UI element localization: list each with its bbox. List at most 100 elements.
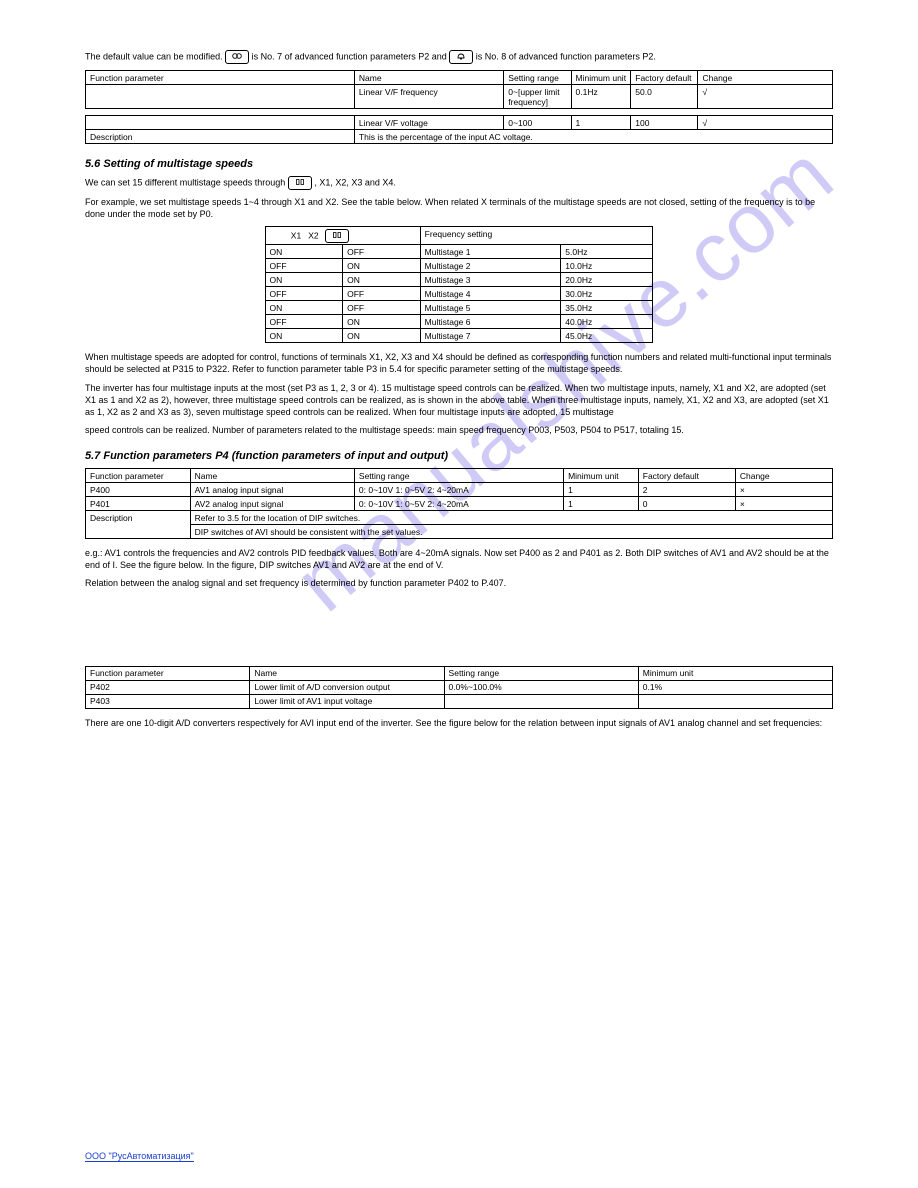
- table-header: Function parameter: [86, 71, 355, 85]
- table-row: DIP switches of AVI should be consistent…: [86, 525, 833, 539]
- table-cell: 20.0Hz: [561, 273, 653, 287]
- table-row: Description This is the percentage of th…: [86, 130, 833, 144]
- table-cell: Multistage 3: [420, 273, 561, 287]
- table-cell: 100: [631, 116, 698, 130]
- table-row: ONONMultistage 320.0Hz: [265, 273, 653, 287]
- table-header: Minimum unit: [638, 666, 832, 680]
- table-cell: 0~100: [504, 116, 571, 130]
- intro-text-a: The default value can be modified.: [85, 51, 225, 61]
- p402-table: Function parameter Name Setting range Mi…: [85, 666, 833, 709]
- section1-para4: The inverter has four multistage inputs …: [85, 382, 833, 418]
- table-header: Name: [190, 469, 354, 483]
- table-cell: 0: 0~10V 1: 0~5V 2: 4~20mA: [354, 497, 563, 511]
- table-cell: 0: [638, 497, 735, 511]
- table-cell: ×: [735, 483, 832, 497]
- table-cell: AV2 analog input signal: [190, 497, 354, 511]
- section-title: Setting of multistage speeds: [100, 158, 253, 170]
- intro-table-2: Linear V/F voltage 0~100 1 100 √ Descrip…: [85, 115, 833, 144]
- table-cell: Lower limit of A/D conversion output: [250, 680, 444, 694]
- table-cell: ON: [265, 301, 343, 315]
- table-cell: 0.1%: [638, 680, 832, 694]
- table-header: Frequency setting: [420, 227, 653, 245]
- table-cell: [86, 116, 355, 130]
- section2-para1: e.g.: AV1 controls the frequencies and A…: [85, 547, 833, 571]
- table-cell: OFF: [343, 301, 421, 315]
- table-cell: Multistage 4: [420, 287, 561, 301]
- table-cell: Multistage 5: [420, 301, 561, 315]
- table-cell: DIP switches of AVI should be consistent…: [190, 525, 832, 539]
- table-row: P403 Lower limit of AV1 input voltage: [86, 694, 833, 708]
- para-text: , X1, X2, X3 and X4.: [314, 177, 396, 187]
- table-cell: OFF: [265, 287, 343, 301]
- table-header: Change: [735, 469, 832, 483]
- table-cell: Linear V/F voltage: [354, 116, 503, 130]
- table-cell: √: [698, 116, 833, 130]
- link-icon: [225, 50, 249, 64]
- table-cell: ON: [343, 329, 421, 343]
- table-cell: Description: [86, 511, 191, 539]
- section-number: 5.6: [85, 158, 100, 170]
- table-header: Factory default: [638, 469, 735, 483]
- table-row: ONOFFMultistage 535.0Hz: [265, 301, 653, 315]
- table-cell: ON: [343, 259, 421, 273]
- table-header-row: Function parameter Name Setting range Mi…: [86, 71, 833, 85]
- table-cell: Refer to 3.5 for the location of DIP swi…: [190, 511, 832, 525]
- table-header: Change: [698, 71, 833, 85]
- table-cell: √: [698, 85, 833, 109]
- table-cell: 0.1Hz: [571, 85, 631, 109]
- table-header: Name: [250, 666, 444, 680]
- table-cell: P403: [86, 694, 250, 708]
- table-header: Function parameter: [86, 469, 191, 483]
- table-cell: ON: [343, 273, 421, 287]
- table-cell: 0: 0~10V 1: 0~5V 2: 4~20mA: [354, 483, 563, 497]
- table-cell: OFF: [265, 315, 343, 329]
- section-number: 5.7: [85, 450, 100, 462]
- table-row: P402 Lower limit of A/D conversion outpu…: [86, 680, 833, 694]
- section-title: Function parameters P4 (function paramet…: [100, 450, 448, 462]
- section1-para5: speed controls can be realized. Number o…: [85, 424, 833, 436]
- section1-para3: When multistage speeds are adopted for c…: [85, 351, 833, 375]
- table-row: Description Refer to 3.5 for the locatio…: [86, 511, 833, 525]
- table-header: Function parameter: [86, 666, 250, 680]
- table-cell: Multistage 7: [420, 329, 561, 343]
- page-content: The default value can be modified. is No…: [85, 50, 833, 729]
- table-cell: OFF: [265, 259, 343, 273]
- multistage-table: X1 X2 Frequency setting ONOFFMultistage …: [265, 226, 654, 343]
- section1-para2: For example, we set multistage speeds 1~…: [85, 196, 833, 220]
- table-cell: Lower limit of AV1 input voltage: [250, 694, 444, 708]
- table-cell: 5.0Hz: [561, 245, 653, 259]
- table-cell: 35.0Hz: [561, 301, 653, 315]
- table-row: P400 AV1 analog input signal 0: 0~10V 1:…: [86, 483, 833, 497]
- table-row: OFFONMultistage 640.0Hz: [265, 315, 653, 329]
- table-row: ONOFFMultistage 15.0Hz: [265, 245, 653, 259]
- table-cell: 1: [571, 116, 631, 130]
- table-cell: AV1 analog input signal: [190, 483, 354, 497]
- table-row: OFFOFFMultistage 430.0Hz: [265, 287, 653, 301]
- table-cell: 40.0Hz: [561, 315, 653, 329]
- table-row: Linear V/F frequency 0~[upper limit freq…: [86, 85, 833, 109]
- intro-text-c: is No. 8 of advanced function parameters…: [476, 51, 656, 61]
- table-cell: 50.0: [631, 85, 698, 109]
- table-cell: 2: [638, 483, 735, 497]
- table-cell: 30.0Hz: [561, 287, 653, 301]
- table-row: ONONMultistage 745.0Hz: [265, 329, 653, 343]
- section1-para1: We can set 15 different multistage speed…: [85, 176, 833, 190]
- section-heading-5-6: 5.6 Setting of multistage speeds: [85, 158, 833, 170]
- footer-link[interactable]: ООО "РусАвтоматизация": [85, 1151, 194, 1162]
- table-cell: [638, 694, 832, 708]
- table-cell: 1: [564, 483, 639, 497]
- table-header: Minimum unit: [564, 469, 639, 483]
- table-cell: ×: [735, 497, 832, 511]
- terminal-icon: [288, 176, 312, 190]
- section-heading-5-7: 5.7 Function parameters P4 (function par…: [85, 450, 833, 462]
- table-header: Factory default: [631, 71, 698, 85]
- table-cell: Multistage 2: [420, 259, 561, 273]
- table-cell: Multistage 1: [420, 245, 561, 259]
- table-row: Linear V/F voltage 0~100 1 100 √: [86, 116, 833, 130]
- table-cell: P402: [86, 680, 250, 694]
- table-cell: ON: [265, 329, 343, 343]
- table-header: Minimum unit: [571, 71, 631, 85]
- section3-para1: There are one 10-digit A/D converters re…: [85, 717, 833, 729]
- table-cell: Description: [86, 130, 355, 144]
- table-cell: OFF: [343, 287, 421, 301]
